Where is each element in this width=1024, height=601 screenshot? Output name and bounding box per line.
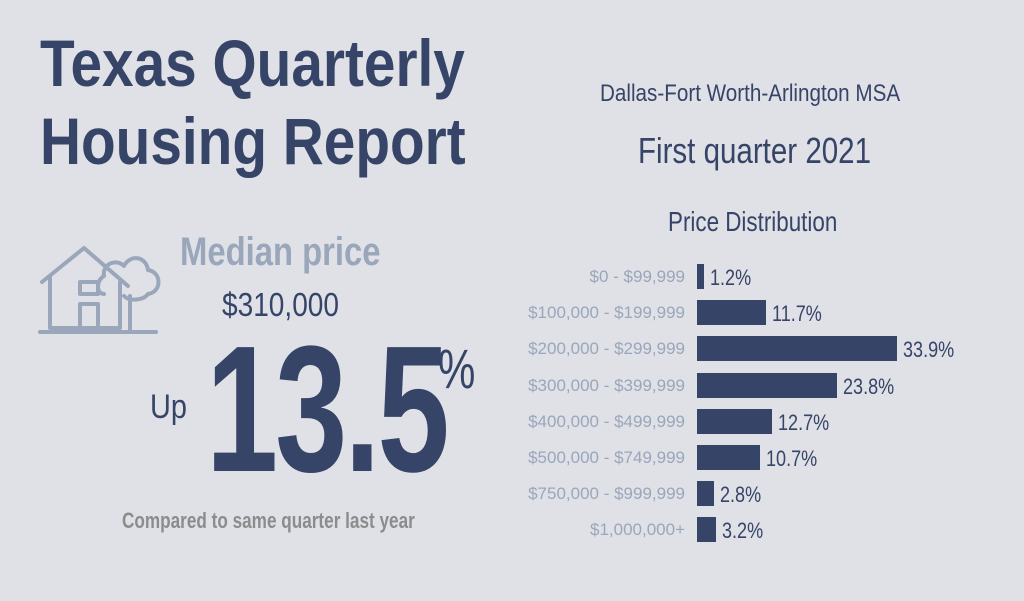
category-label: $100,000 - $199,999 [528, 303, 685, 323]
bar [697, 408, 772, 434]
region-label: Dallas-Fort Worth-Arlington MSA [600, 80, 901, 107]
median-price-label: Median price [180, 230, 381, 274]
value-label: 10.7% [766, 446, 818, 471]
chart-title: Price Distribution [668, 206, 838, 237]
comparison-note: Compared to same quarter last year [122, 508, 415, 533]
bar [697, 264, 705, 289]
page-title: Texas Quarterly Housing Report [40, 24, 470, 180]
value-label: 12.7% [777, 409, 830, 435]
value-label: 2.8% [719, 482, 761, 508]
bar [697, 517, 716, 543]
period-label: First quarter 2021 [638, 130, 871, 171]
category-label: $0 - $99,999 [589, 267, 685, 286]
value-label: 23.8% [843, 373, 895, 399]
change-percent-value: 13.5 [206, 309, 450, 510]
title-line-2: Housing Report [40, 104, 466, 178]
value-label: 3.2% [721, 518, 764, 544]
percent-sign: % [438, 337, 476, 400]
value-label: 11.7% [772, 301, 822, 327]
median-price-value: $310,000 [222, 286, 339, 323]
value-label: 33.9% [903, 337, 955, 363]
category-label: $200,000 - $299,999 [528, 339, 685, 359]
category-label: $1,000,000+ [589, 520, 685, 540]
value-label: 1.2% [710, 265, 752, 290]
title-line-1: Texas Quarterly [40, 26, 465, 100]
bar [697, 336, 897, 362]
category-label: $750,000 - $999,999 [528, 484, 685, 504]
category-label: $500,000 - $749,999 [528, 448, 685, 467]
bar [697, 481, 714, 507]
bar [697, 300, 767, 326]
bar [697, 445, 761, 470]
change-prefix: Up [150, 388, 187, 426]
bar [697, 372, 838, 398]
category-label: $400,000 - $499,999 [528, 411, 685, 431]
house-with-tree-icon [38, 246, 161, 334]
category-label: $300,000 - $399,999 [528, 375, 685, 395]
